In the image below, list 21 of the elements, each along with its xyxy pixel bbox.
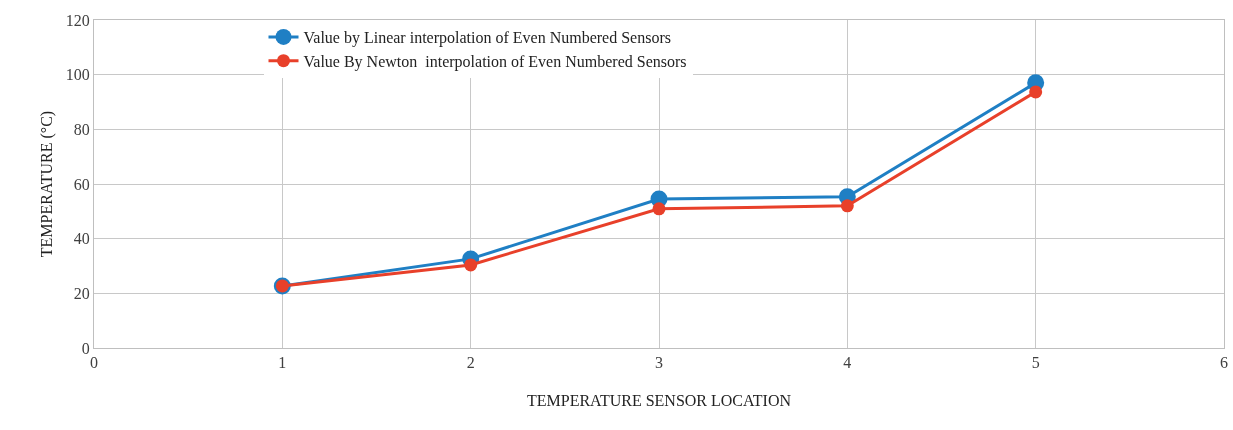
x-tick-label: 6: [1220, 354, 1228, 372]
y-tick-label: 20: [73, 284, 90, 302]
point: [464, 258, 478, 272]
legend-label: Value By Newton interpolation of Even Numbered Sensors: [303, 52, 687, 71]
x-tick-label: 3: [655, 354, 663, 372]
point: [1029, 85, 1043, 99]
y-tick-label: 0: [81, 339, 90, 357]
x-tick-label: 2: [466, 354, 475, 372]
x-axis-title: TEMPERATURE SENSOR LOCATION: [526, 392, 792, 409]
y-tick-label: 80: [73, 120, 90, 138]
y-tick-label: 60: [73, 175, 90, 193]
y-axis-title: TEMPERATURE (°C): [38, 110, 56, 258]
x-tick-label: 4: [843, 354, 852, 372]
y-tick-label: 40: [73, 230, 90, 248]
x-tick-label: 1: [278, 354, 287, 372]
y-tick-label: 120: [65, 11, 90, 29]
legend-label: Value by Linear interpolation of Even Numbered Sensors: [303, 29, 671, 48]
point: [652, 202, 666, 216]
x-tick-label: 5: [1031, 354, 1040, 372]
point: [840, 199, 854, 213]
y-tick-label: 100: [65, 66, 90, 84]
